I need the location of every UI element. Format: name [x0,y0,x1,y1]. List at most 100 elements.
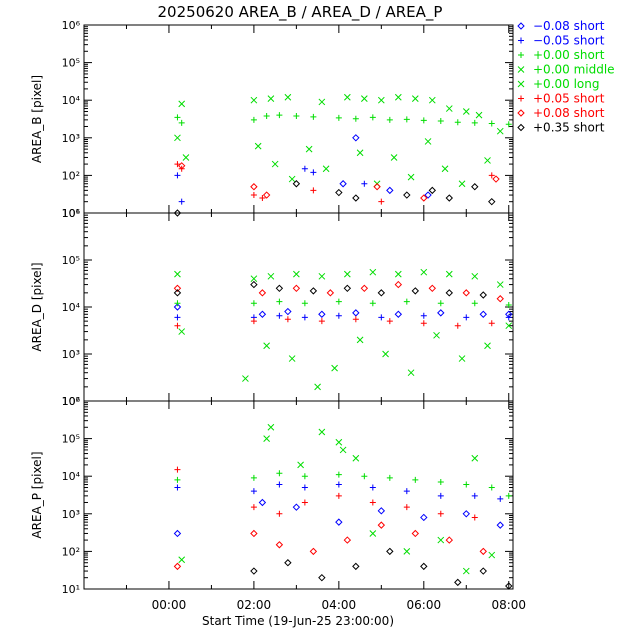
panel-area-d: AREA_D [pixel] 10² 10³ 10⁴ 10⁵ 10⁶ [30,207,514,408]
data-point [271,160,279,168]
data-point [250,567,258,575]
data-point [174,466,181,473]
panel-area-b-ylabel: AREA_B [pixel] [30,75,44,163]
panel-area-p-frame [83,400,514,590]
data-point [339,180,347,188]
data-point [335,114,342,121]
data-point [254,142,262,150]
data-point [386,547,394,556]
data-point [173,529,182,538]
data-point [318,318,325,325]
legend-label: +0.00 short [533,48,605,62]
y-tick-label: 10⁴ [62,470,81,483]
data-point [360,95,368,102]
data-point [496,295,504,303]
data-point [267,423,275,431]
data-point [373,183,381,191]
y-tick-label: 10² [62,545,80,558]
data-point [343,284,352,293]
data-point [352,316,359,323]
data-point [488,551,496,559]
data-point [488,484,495,491]
data-point [335,298,342,305]
data-point [276,510,283,517]
data-point [178,556,186,564]
data-point [463,481,470,488]
data-point [462,567,470,575]
y-tick-label: 10⁶ [62,395,81,408]
data-point [420,117,427,124]
legend-label: +0.00 middle [533,63,615,77]
legend-label: −0.05 short [533,34,605,48]
data-point [258,498,267,507]
data-point [297,461,304,469]
data-point [309,287,318,295]
data-point [390,154,398,161]
data-point [173,289,182,297]
panel-area-p-points [173,423,513,590]
legend-label: +0.00 long [533,77,600,91]
data-point [479,291,487,299]
x-tick-label: 02:00 [237,598,272,612]
legend-label: +0.08 short [533,106,605,120]
data-point [369,530,377,537]
y-tick-label: 10⁶ [62,19,81,32]
data-point [488,172,495,179]
data-point [437,510,444,517]
y-tick-label: 10⁵ [62,254,80,267]
chart-title: 20250620 AREA_B / AREA_D / AREA_P [158,3,443,22]
data-point [505,582,513,590]
legend-label: +0.05 short [533,92,605,106]
data-point [352,309,360,317]
y-tick-label: 10⁵ [62,433,80,446]
data-point [484,157,491,164]
data-point [454,322,461,329]
data-point [437,309,445,317]
data-point [377,507,386,515]
x-tick-label: 08:00 [491,598,526,612]
data-point [335,492,342,499]
legend-marker [517,66,525,73]
data-point [250,275,258,283]
data-point [250,300,257,307]
data-point [479,547,487,556]
data-point [475,111,483,119]
data-point [182,154,190,161]
data-point [437,117,444,124]
data-point [174,161,181,168]
data-point [250,318,257,325]
x-axis: 00:00 02:00 04:00 06:00 08:00 [152,598,526,612]
data-point [335,518,343,526]
data-point [352,115,359,122]
data-point [250,488,257,495]
y-tick-label: 10⁵ [62,57,80,70]
data-point [318,573,326,582]
panel-area-d-frame [83,212,514,402]
data-point [250,504,257,511]
data-point [310,113,317,120]
data-point [343,536,352,544]
data-point [411,529,420,538]
data-point [331,364,338,372]
data-point [471,454,479,462]
legend-marker [517,109,525,117]
data-point [310,187,317,194]
panel-area-d-points [173,268,513,391]
data-point [407,369,415,377]
data-point [462,510,470,518]
data-point [263,113,270,119]
data-point [437,300,444,307]
data-point [505,314,512,321]
data-point [301,165,308,172]
data-point [386,116,393,123]
data-point [484,342,491,350]
data-point [420,513,428,522]
data-point [284,307,292,316]
data-point [462,108,470,115]
legend-marker [518,37,524,44]
data-point [284,316,291,323]
data-point [352,134,360,142]
legend: −0.08 short−0.05 short+0.00 short+0.00 m… [517,19,615,135]
data-point [428,284,437,293]
data-point [301,473,308,480]
